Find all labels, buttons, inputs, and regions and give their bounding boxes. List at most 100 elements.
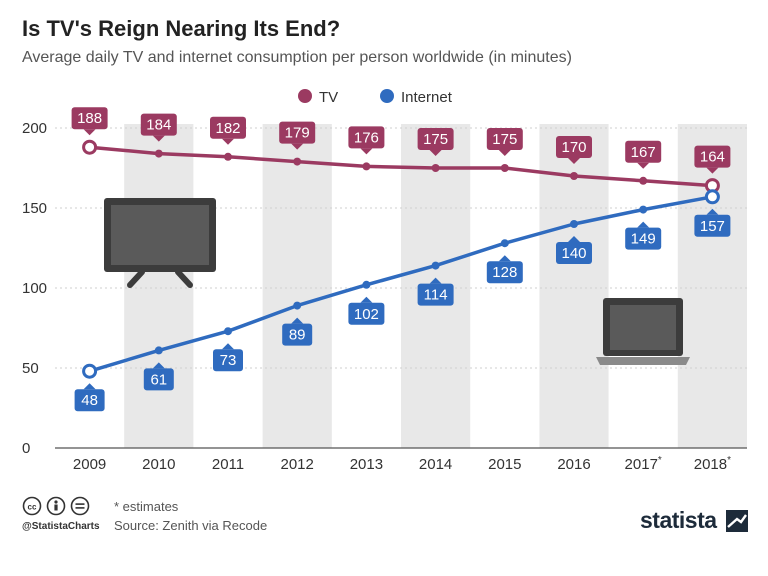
tv-label-box bbox=[556, 136, 592, 158]
internet-label-value: 48 bbox=[81, 392, 98, 409]
tv-label-box bbox=[417, 128, 454, 150]
internet-label-box bbox=[143, 368, 174, 391]
internet-point bbox=[362, 280, 371, 289]
internet-label-pointer bbox=[706, 208, 719, 215]
x-tick-label: 2015 bbox=[488, 456, 521, 473]
tv-label-pointer bbox=[291, 143, 304, 150]
y-tick-label: 150 bbox=[22, 200, 47, 217]
internet-label-pointer bbox=[152, 362, 165, 369]
y-tick-label: 100 bbox=[22, 280, 47, 297]
statista-logo: statista bbox=[640, 507, 717, 533]
internet-label-box bbox=[417, 283, 454, 306]
internet-label-pointer bbox=[222, 343, 234, 350]
internet-point bbox=[154, 346, 163, 355]
tv-label-value: 184 bbox=[146, 117, 171, 134]
internet-label-box bbox=[348, 302, 385, 325]
internet-label-pointer bbox=[83, 383, 96, 390]
internet-point bbox=[500, 239, 509, 248]
tv-point bbox=[224, 152, 232, 161]
internet-label-value: 61 bbox=[150, 371, 167, 388]
footnote: * estimates bbox=[114, 499, 179, 514]
internet-label-value: 89 bbox=[289, 327, 306, 344]
tv-data-label: 167 bbox=[625, 140, 662, 169]
internet-label-pointer bbox=[291, 317, 304, 324]
y-tick-label: 50 bbox=[22, 360, 39, 377]
tv-label-pointer bbox=[498, 150, 511, 156]
tv-label-box bbox=[625, 140, 662, 163]
tv-label-box bbox=[694, 145, 731, 168]
tv-data-label: 175 bbox=[417, 128, 454, 156]
estimate-mark: * bbox=[727, 455, 731, 466]
tv-label-pointer bbox=[360, 148, 373, 155]
y-tick-label: 200 bbox=[22, 120, 47, 137]
laptop-icon bbox=[596, 298, 690, 365]
internet-point bbox=[639, 205, 648, 214]
internet-label-value: 149 bbox=[631, 231, 656, 248]
internet-label-box bbox=[282, 323, 313, 346]
tv-line bbox=[89, 145, 713, 188]
legend-label-internet: Internet bbox=[401, 89, 453, 106]
x-tick-label: 2017* bbox=[625, 455, 662, 473]
internet-label-value: 73 bbox=[220, 352, 237, 369]
tv-label-value: 182 bbox=[215, 120, 240, 137]
tv-label-pointer bbox=[637, 162, 650, 169]
internet-point bbox=[704, 189, 720, 205]
internet-data-label: 128 bbox=[486, 255, 523, 284]
tv-label-pointer bbox=[568, 158, 580, 164]
creative-commons-icons: cc bbox=[22, 496, 90, 516]
tv-label-box bbox=[348, 126, 385, 149]
tv-label-box bbox=[140, 113, 177, 136]
tv-label-value: 176 bbox=[354, 129, 379, 146]
tv-data-label: 164 bbox=[694, 145, 731, 174]
tv-label-box bbox=[71, 107, 108, 130]
internet-data-label: 61 bbox=[143, 362, 174, 391]
x-tick-label: 2013 bbox=[350, 456, 383, 473]
internet-data-label: 114 bbox=[417, 277, 454, 306]
estimate-mark: * bbox=[658, 455, 662, 466]
x-tick-label: 2018* bbox=[694, 455, 731, 473]
internet-data-label: 89 bbox=[282, 317, 313, 346]
internet-label-pointer bbox=[360, 296, 373, 303]
tv-label-pointer bbox=[706, 167, 719, 174]
page-title: Is TV's Reign Nearing Its End? bbox=[22, 16, 341, 41]
internet-point bbox=[431, 261, 440, 270]
internet-label-value: 140 bbox=[561, 245, 586, 262]
tv-point bbox=[154, 149, 163, 158]
internet-point bbox=[570, 220, 578, 228]
page-subtitle: Average daily TV and internet consumptio… bbox=[22, 49, 572, 66]
internet-label-box bbox=[694, 214, 731, 237]
legend-marker-internet bbox=[380, 89, 394, 103]
column-band bbox=[124, 124, 194, 448]
legend-label-tv: TV bbox=[319, 89, 338, 106]
internet-label-box bbox=[74, 389, 105, 412]
tv-label-value: 188 bbox=[77, 110, 102, 127]
internet-point bbox=[224, 327, 232, 336]
internet-data-label: 73 bbox=[213, 343, 243, 372]
internet-line bbox=[89, 195, 713, 373]
x-tick-label: 2012 bbox=[281, 456, 314, 473]
internet-label-pointer bbox=[429, 277, 442, 284]
tv-label-value: 170 bbox=[561, 139, 586, 156]
internet-label-box bbox=[556, 242, 592, 264]
legend-marker-tv bbox=[298, 89, 312, 103]
tv-label-pointer bbox=[429, 150, 442, 156]
column-band bbox=[262, 124, 332, 448]
source-note: Source: Zenith via Recode bbox=[114, 518, 268, 533]
internet-data-label: 149 bbox=[625, 221, 662, 250]
internet-label-pointer bbox=[498, 255, 511, 262]
column-band bbox=[677, 124, 747, 448]
tv-data-label: 184 bbox=[140, 113, 177, 142]
tv-point bbox=[431, 164, 440, 172]
internet-point bbox=[82, 363, 98, 379]
x-tick-label: 2016 bbox=[557, 456, 590, 473]
tv-label-box bbox=[486, 128, 523, 150]
internet-data-label: 140 bbox=[556, 236, 592, 264]
statista-handle: @StatistaCharts bbox=[22, 521, 100, 532]
tv-label-box bbox=[279, 121, 316, 144]
tv-point bbox=[500, 164, 509, 172]
tv-icon-stand bbox=[127, 269, 193, 288]
tv-label-value: 179 bbox=[285, 125, 310, 142]
tv-label-box bbox=[210, 116, 246, 139]
internet-point bbox=[293, 301, 302, 310]
